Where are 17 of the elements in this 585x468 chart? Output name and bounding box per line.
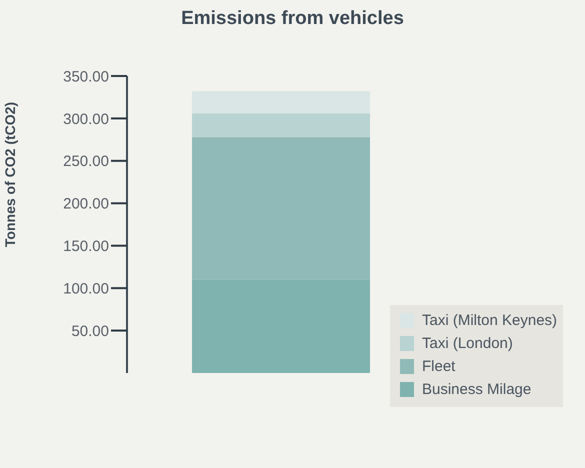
y-tick-label: 100.00 — [63, 280, 109, 298]
legend-label: Business Milage — [422, 381, 532, 398]
y-tick-label: 350.00 — [63, 68, 109, 86]
y-axis-title: Tonnes of CO2 (tCO2) — [2, 102, 18, 248]
bar — [192, 113, 370, 138]
y-tick-label: 50.00 — [71, 322, 109, 340]
bar — [192, 280, 370, 373]
y-tick-label: 300.00 — [63, 110, 109, 128]
bar — [192, 137, 370, 280]
chart-title: Emissions from vehicles — [180, 8, 405, 30]
y-tick-label: 250.00 — [63, 153, 109, 170]
legend-label: Taxi (Milton Keynes) — [422, 312, 558, 329]
legend-label: Taxi (London) — [422, 335, 513, 352]
y-tick-label: 150.00 — [63, 238, 109, 256]
bar — [192, 91, 370, 114]
legend-label: Fleet — [422, 358, 456, 375]
y-tick-label: 200.00 — [63, 196, 109, 213]
